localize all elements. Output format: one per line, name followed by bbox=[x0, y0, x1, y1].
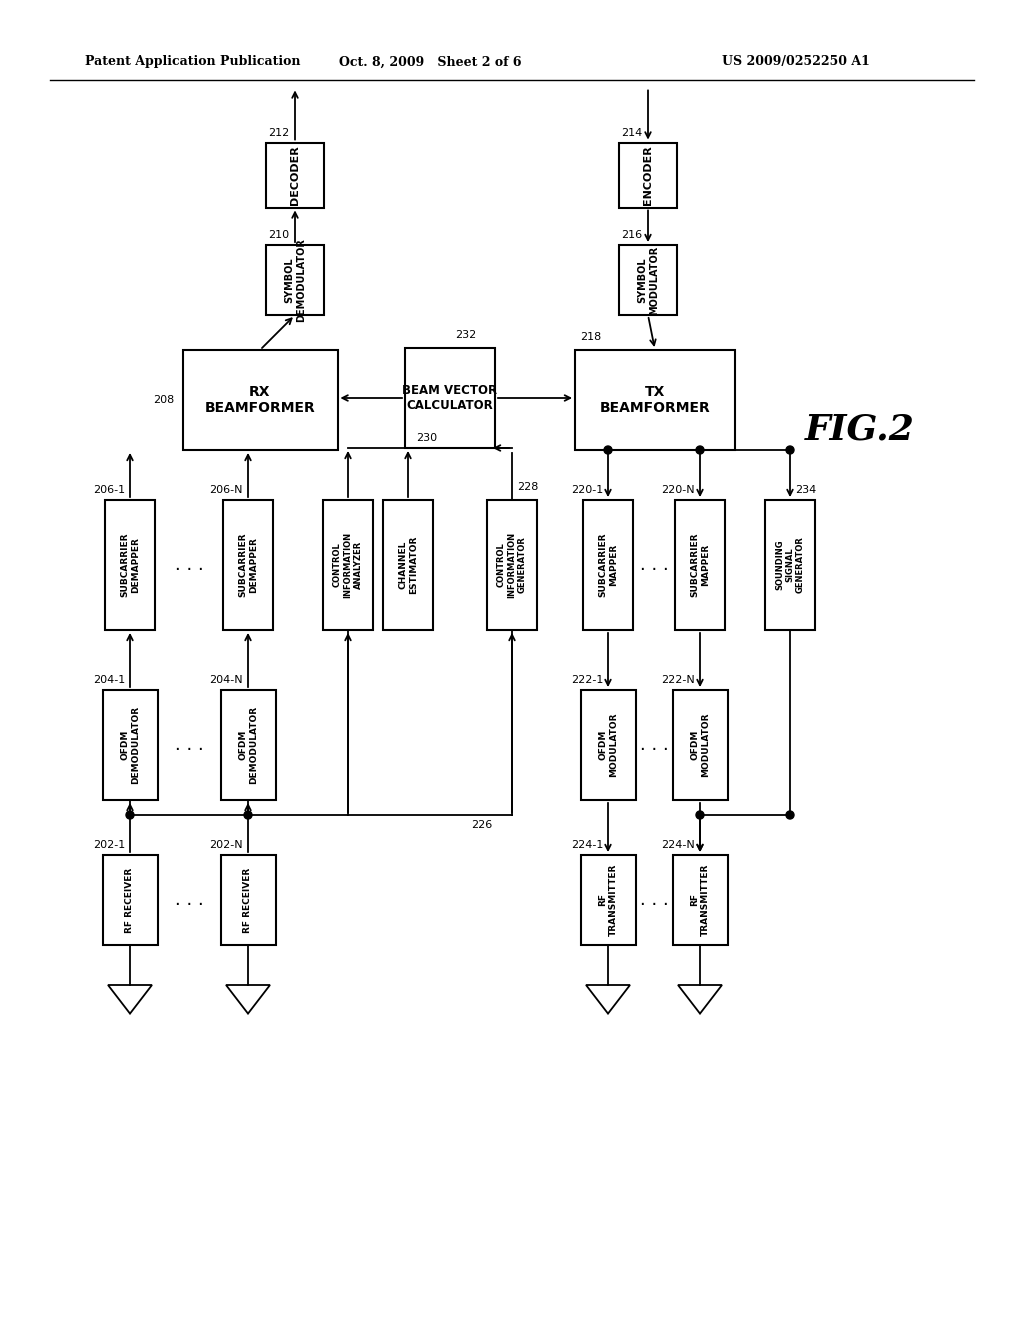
Polygon shape bbox=[226, 985, 270, 1014]
Circle shape bbox=[126, 810, 134, 818]
Text: CONTROL
INFORMATION
ANALYZER: CONTROL INFORMATION ANALYZER bbox=[333, 532, 362, 598]
Text: RF RECEIVER: RF RECEIVER bbox=[126, 867, 134, 933]
Text: SUBCARRIER
MAPPER: SUBCARRIER MAPPER bbox=[690, 533, 710, 597]
Text: 214: 214 bbox=[621, 128, 642, 137]
Text: RF
TRANSMITTER: RF TRANSMITTER bbox=[690, 863, 710, 936]
Text: OFDM
DEMODULATOR: OFDM DEMODULATOR bbox=[120, 706, 139, 784]
Text: 204-N: 204-N bbox=[209, 675, 243, 685]
Circle shape bbox=[696, 446, 705, 454]
Bar bbox=[575, 350, 735, 450]
Text: ENCODER: ENCODER bbox=[643, 145, 653, 205]
Text: 228: 228 bbox=[517, 482, 539, 492]
Text: RF RECEIVER: RF RECEIVER bbox=[244, 867, 253, 933]
Text: 234: 234 bbox=[795, 484, 816, 495]
Text: 222-1: 222-1 bbox=[570, 675, 603, 685]
Bar bbox=[102, 855, 158, 945]
Bar bbox=[581, 855, 636, 945]
Text: OFDM
DEMODULATOR: OFDM DEMODULATOR bbox=[239, 706, 258, 784]
Polygon shape bbox=[586, 985, 630, 1014]
Text: SOUNDING
SIGNAL
GENERATOR: SOUNDING SIGNAL GENERATOR bbox=[775, 536, 805, 594]
Bar bbox=[223, 500, 273, 630]
Text: Patent Application Publication: Patent Application Publication bbox=[85, 55, 300, 69]
Text: 220-N: 220-N bbox=[662, 484, 695, 495]
Bar bbox=[581, 690, 636, 800]
Text: . . .: . . . bbox=[640, 891, 669, 909]
Circle shape bbox=[696, 810, 705, 818]
Bar bbox=[102, 690, 158, 800]
Text: . . .: . . . bbox=[175, 556, 204, 574]
Text: . . .: . . . bbox=[175, 737, 204, 754]
Text: TX
BEAMFORMER: TX BEAMFORMER bbox=[600, 385, 711, 414]
Text: Oct. 8, 2009   Sheet 2 of 6: Oct. 8, 2009 Sheet 2 of 6 bbox=[339, 55, 521, 69]
Text: CONTROL
INFORMATION
GENERATOR: CONTROL INFORMATION GENERATOR bbox=[497, 532, 527, 598]
Text: RX
BEAMFORMER: RX BEAMFORMER bbox=[205, 385, 315, 414]
Text: SYMBOL
DEMODULATOR: SYMBOL DEMODULATOR bbox=[285, 238, 306, 322]
Bar bbox=[182, 350, 338, 450]
Text: 212: 212 bbox=[267, 128, 289, 137]
Text: . . .: . . . bbox=[640, 737, 669, 754]
Text: 226: 226 bbox=[471, 820, 493, 830]
Bar bbox=[266, 246, 324, 315]
Bar bbox=[673, 855, 727, 945]
Bar bbox=[105, 500, 155, 630]
Circle shape bbox=[786, 446, 794, 454]
Text: . . .: . . . bbox=[175, 891, 204, 909]
Polygon shape bbox=[678, 985, 722, 1014]
Bar bbox=[220, 855, 275, 945]
Bar bbox=[487, 500, 537, 630]
Bar bbox=[406, 348, 495, 447]
Text: RF
TRANSMITTER: RF TRANSMITTER bbox=[598, 863, 617, 936]
Text: 232: 232 bbox=[455, 330, 476, 341]
Text: FIG.2: FIG.2 bbox=[805, 413, 914, 447]
Text: 204-1: 204-1 bbox=[93, 675, 125, 685]
Circle shape bbox=[244, 810, 252, 818]
Polygon shape bbox=[108, 985, 152, 1014]
Text: 202-N: 202-N bbox=[209, 840, 243, 850]
Text: OFDM
MODULATOR: OFDM MODULATOR bbox=[598, 713, 617, 777]
Text: SUBCARRIER
MAPPER: SUBCARRIER MAPPER bbox=[598, 533, 617, 597]
Text: CHANNEL
ESTIMATOR: CHANNEL ESTIMATOR bbox=[398, 536, 418, 594]
Text: 206-N: 206-N bbox=[210, 484, 243, 495]
Text: 230: 230 bbox=[416, 433, 437, 444]
Text: 224-N: 224-N bbox=[662, 840, 695, 850]
Bar bbox=[323, 500, 373, 630]
Text: SUBCARRIER
DEMAPPER: SUBCARRIER DEMAPPER bbox=[120, 533, 139, 597]
Text: OFDM
MODULATOR: OFDM MODULATOR bbox=[690, 713, 710, 777]
Text: DECODER: DECODER bbox=[290, 145, 300, 205]
Bar bbox=[765, 500, 815, 630]
Bar bbox=[673, 690, 727, 800]
Text: 216: 216 bbox=[621, 230, 642, 240]
Text: 218: 218 bbox=[580, 333, 601, 342]
Text: 220-1: 220-1 bbox=[570, 484, 603, 495]
Bar bbox=[220, 690, 275, 800]
Circle shape bbox=[786, 810, 794, 818]
Text: US 2009/0252250 A1: US 2009/0252250 A1 bbox=[722, 55, 870, 69]
Text: 206-1: 206-1 bbox=[93, 484, 125, 495]
Text: 222-N: 222-N bbox=[662, 675, 695, 685]
Bar bbox=[675, 500, 725, 630]
Text: SUBCARRIER
DEMAPPER: SUBCARRIER DEMAPPER bbox=[239, 533, 258, 597]
Circle shape bbox=[604, 446, 612, 454]
Bar bbox=[618, 143, 677, 207]
Text: 210: 210 bbox=[268, 230, 289, 240]
Text: SYMBOL
MODULATOR: SYMBOL MODULATOR bbox=[637, 246, 658, 314]
Text: 202-1: 202-1 bbox=[93, 840, 125, 850]
Bar bbox=[583, 500, 633, 630]
Text: 208: 208 bbox=[154, 395, 174, 405]
Bar bbox=[383, 500, 433, 630]
Bar bbox=[618, 246, 677, 315]
Bar bbox=[266, 143, 324, 207]
Text: BEAM VECTOR
CALCULATOR: BEAM VECTOR CALCULATOR bbox=[402, 384, 498, 412]
Text: 224-1: 224-1 bbox=[570, 840, 603, 850]
Text: . . .: . . . bbox=[640, 556, 669, 574]
